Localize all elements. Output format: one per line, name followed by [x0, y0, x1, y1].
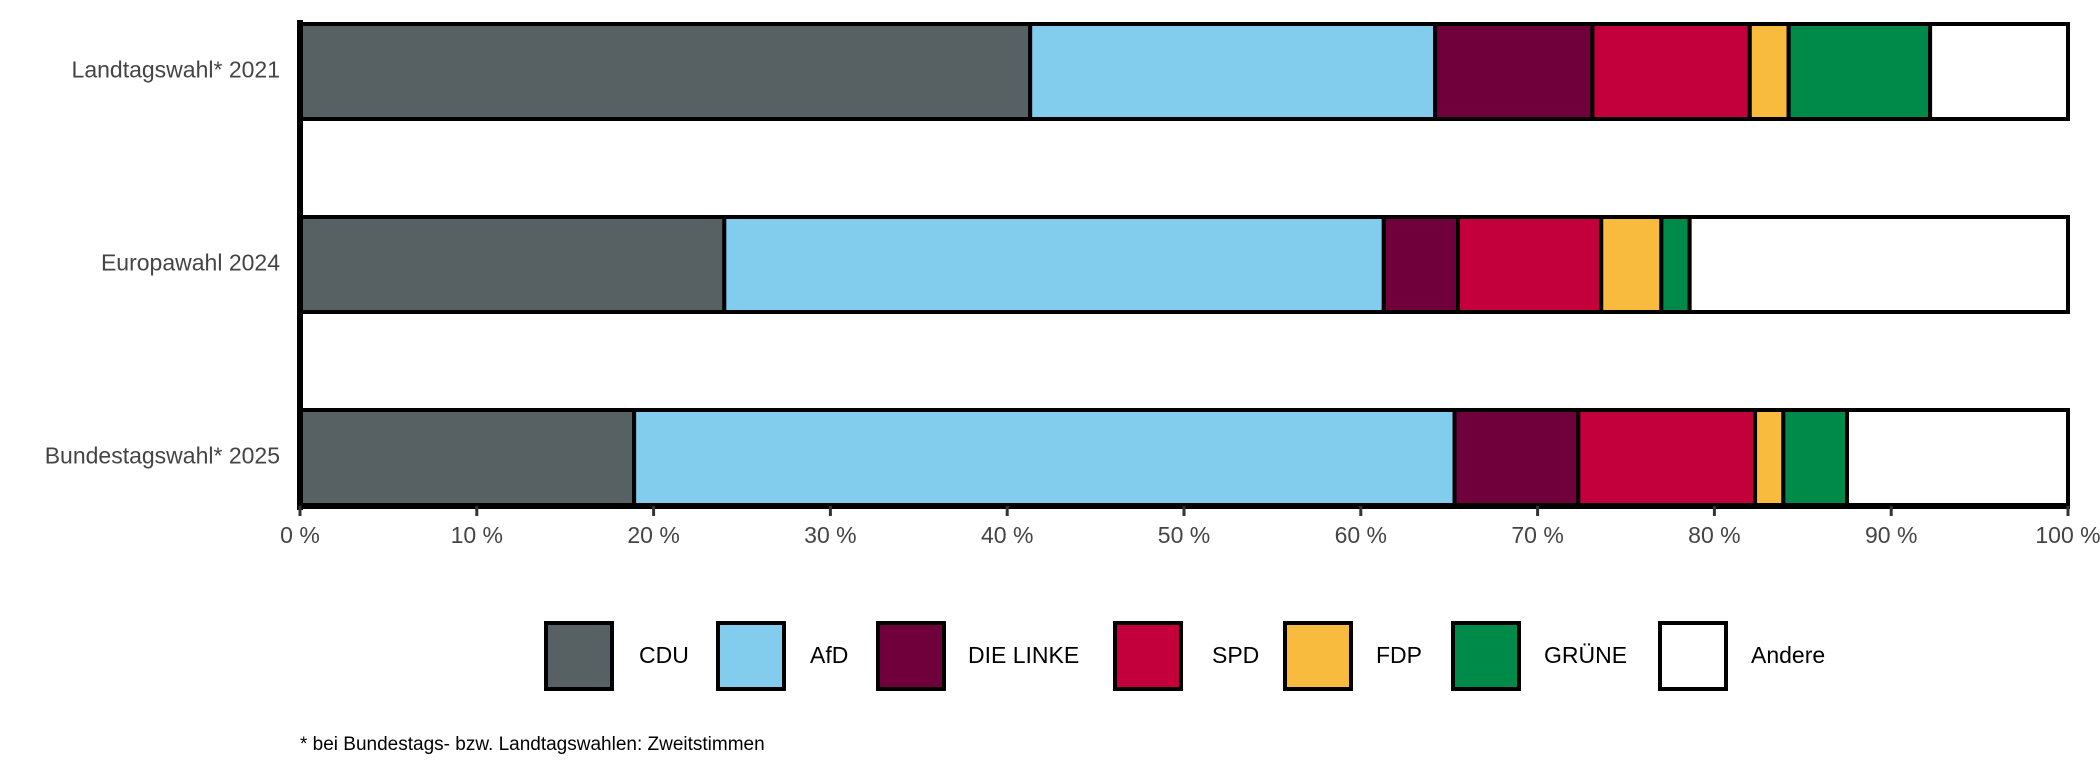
legend-label: FDP	[1376, 642, 1422, 668]
bar-segment	[1687, 215, 2070, 314]
x-tick-label: 50 %	[1158, 522, 1210, 548]
bar-segment	[632, 408, 1457, 507]
legend-swatch	[1658, 621, 1728, 691]
legend-label: CDU	[639, 642, 689, 668]
bar-segment	[1599, 215, 1664, 314]
x-tick-label: 90 %	[1865, 522, 1917, 548]
legend-label: AfD	[810, 642, 848, 668]
bar-segment	[298, 408, 637, 507]
x-tick-label: 40 %	[981, 522, 1033, 548]
bar-segment	[1576, 408, 1758, 507]
legend-swatch	[1283, 621, 1353, 691]
x-tick-label: 10 %	[451, 522, 503, 548]
legend-swatch	[1451, 621, 1521, 691]
bar-segment	[1659, 215, 1692, 314]
x-tick-label: 20 %	[627, 522, 679, 548]
bar-segment	[1786, 22, 1933, 121]
footnote: * bei Bundestags- bzw. Landtagswahlen: Z…	[300, 734, 765, 755]
x-tick-label: 100 %	[2035, 522, 2100, 548]
x-tick-label: 70 %	[1511, 522, 1563, 548]
legend-swatch	[716, 621, 786, 691]
bar-segment	[1028, 22, 1438, 121]
bar-segment	[1781, 408, 1850, 507]
bar-segment	[722, 215, 1386, 314]
bar-segment	[1452, 408, 1581, 507]
legend-label: SPD	[1212, 642, 1259, 668]
legend-swatch	[876, 621, 946, 691]
bar-segment	[1456, 215, 1604, 314]
bar-segment	[1928, 22, 2070, 121]
bar-segment	[298, 22, 1033, 121]
legend-swatch	[544, 621, 614, 691]
bar-segment	[1753, 408, 1786, 507]
bar-segment	[1590, 22, 1752, 121]
y-tick-label: Bundestagswahl* 2025	[45, 443, 280, 469]
x-tick-label: 30 %	[804, 522, 856, 548]
legend-swatch	[1113, 621, 1183, 691]
bar-segment	[1845, 408, 2070, 507]
bar-segment	[1381, 215, 1461, 314]
legend-label: Andere	[1751, 642, 1825, 668]
bar-segment	[1747, 22, 1791, 121]
y-tick-label: Landtagswahl* 2021	[72, 57, 280, 83]
legend-label: GRÜNE	[1544, 642, 1627, 668]
x-tick-label: 0 %	[280, 522, 320, 548]
x-tick-label: 80 %	[1688, 522, 1740, 548]
legend-label: DIE LINKE	[968, 642, 1079, 668]
bar-segment	[298, 215, 727, 314]
x-tick-label: 60 %	[1335, 522, 1387, 548]
bar-segment	[1433, 22, 1595, 121]
y-tick-label: Europawahl 2024	[101, 250, 280, 276]
